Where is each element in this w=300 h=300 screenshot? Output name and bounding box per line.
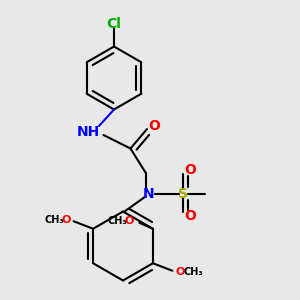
Text: O: O	[184, 209, 196, 223]
Text: O: O	[61, 215, 71, 225]
Text: O: O	[124, 216, 134, 226]
Text: S: S	[178, 187, 188, 200]
Text: Cl: Cl	[106, 17, 122, 31]
Text: CH₃: CH₃	[184, 267, 203, 277]
Text: O: O	[148, 119, 160, 133]
Text: O: O	[175, 267, 184, 277]
Text: N: N	[143, 187, 154, 200]
FancyBboxPatch shape	[36, 192, 72, 210]
Text: O: O	[184, 163, 196, 176]
Text: CH₃: CH₃	[44, 215, 64, 225]
Text: CH₃: CH₃	[107, 216, 127, 226]
Text: NH: NH	[77, 125, 100, 139]
